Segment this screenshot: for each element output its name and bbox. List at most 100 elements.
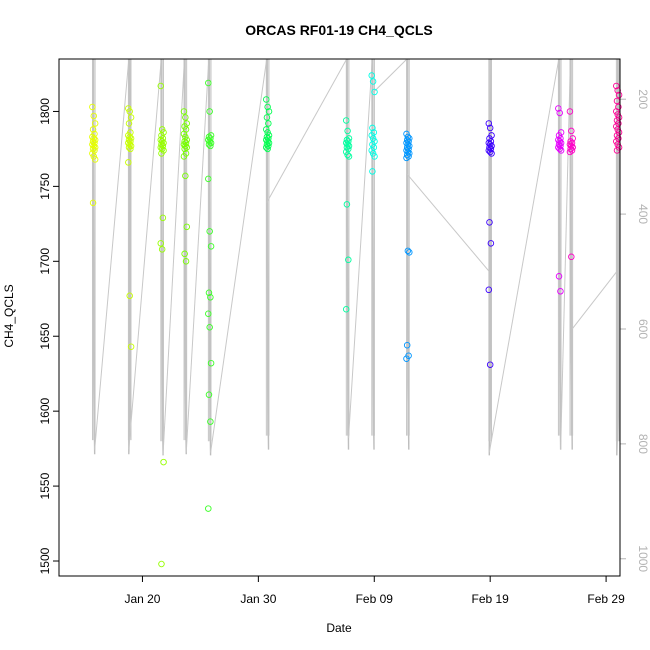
- data-point-RF02: [125, 120, 133, 127]
- pressure-connector: [571, 271, 618, 330]
- data-point-RF07: [343, 201, 351, 208]
- data-point-RF05: [206, 323, 213, 331]
- data-point-RF04: [182, 133, 189, 141]
- y-tick-label: 1500: [38, 547, 52, 574]
- data-point-RF10: [486, 148, 494, 156]
- data-point-RF06: [263, 133, 271, 141]
- data-point-RF06: [265, 108, 273, 115]
- data-point-RF04: [182, 142, 189, 150]
- y-tick-label: 1550: [38, 472, 52, 499]
- chart-title: ORCAS RF01-19 CH4_QCLS: [245, 22, 433, 38]
- data-point-RF07: [342, 306, 350, 313]
- data-point-RF07: [342, 148, 350, 156]
- data-point-RF02: [126, 292, 133, 300]
- data-point-RF13: [615, 91, 623, 99]
- right-tick-label: 400: [636, 204, 650, 224]
- x-tick-label: Feb 29: [587, 592, 625, 606]
- data-point-RF12: [566, 108, 574, 115]
- data-point-RF03: [160, 458, 167, 466]
- data-point-RF13: [613, 123, 620, 130]
- data-point-RF05: [205, 175, 212, 183]
- data-points-layer: [89, 72, 623, 568]
- data-point-RF11: [555, 273, 563, 280]
- data-point-RF05: [206, 108, 213, 115]
- data-point-RF06: [265, 120, 272, 127]
- pressure-connector: [560, 58, 571, 450]
- data-point-RF01: [91, 120, 99, 127]
- data-point-RF13: [613, 108, 620, 115]
- pressure-connector: [162, 58, 185, 455]
- data-point-RF10: [486, 135, 493, 142]
- right-tick-label: 800: [636, 434, 650, 454]
- data-point-RF08: [371, 88, 378, 96]
- data-point-RF07: [343, 144, 351, 151]
- data-point-RF09: [403, 154, 410, 162]
- data-point-RF08: [371, 153, 378, 160]
- data-point-RF01: [91, 156, 99, 163]
- data-point-RF08: [368, 132, 375, 139]
- pressure-connector: [371, 58, 408, 94]
- data-point-RF11: [555, 132, 563, 139]
- data-point-RF03: [158, 560, 165, 568]
- data-point-RF04: [181, 250, 188, 258]
- data-point-RF03: [159, 214, 167, 222]
- data-point-RF10: [485, 120, 493, 127]
- data-point-RF09: [404, 141, 412, 148]
- x-tick-label: Feb 19: [472, 592, 510, 606]
- pressure-connector: [185, 58, 210, 453]
- data-point-RF08: [368, 72, 375, 79]
- data-point-RF09: [403, 355, 410, 362]
- data-point-RF05: [206, 138, 213, 145]
- pressure-connector: [348, 58, 373, 439]
- data-point-RF08: [369, 135, 377, 142]
- data-point-RF07: [342, 117, 350, 124]
- data-point-RF04: [183, 223, 190, 231]
- data-point-RF07: [345, 256, 352, 264]
- pressure-connector: [266, 58, 348, 203]
- data-point-RF03: [157, 240, 165, 247]
- data-point-RF04: [181, 138, 188, 145]
- data-point-RF05: [205, 133, 213, 141]
- data-point-RF11: [556, 145, 563, 153]
- data-point-RF10: [486, 144, 493, 151]
- data-point-RF08: [369, 141, 376, 148]
- data-point-RF08: [369, 168, 376, 175]
- data-point-RF02: [126, 108, 133, 115]
- data-point-RF03: [158, 132, 165, 139]
- data-point-RF09: [403, 151, 411, 159]
- data-point-RF09: [403, 341, 411, 349]
- data-point-RF12: [568, 142, 575, 150]
- data-point-RF11: [555, 141, 563, 148]
- right-tick-label: 200: [636, 89, 650, 109]
- data-point-RF05: [205, 310, 212, 318]
- data-point-RF04: [180, 108, 188, 115]
- data-point-RF08: [369, 78, 377, 85]
- data-point-RF11: [555, 105, 562, 112]
- pressure-trace-layer: [91, 58, 620, 456]
- data-point-RF09: [403, 130, 410, 138]
- data-point-RF09: [404, 247, 412, 255]
- data-point-RF05: [207, 243, 215, 250]
- data-point-RF09: [404, 148, 412, 156]
- pressure-connector: [94, 58, 130, 450]
- data-point-RF02: [127, 145, 134, 153]
- data-point-RF06: [263, 141, 271, 148]
- data-point-RF11: [556, 138, 563, 145]
- data-point-RF02: [126, 133, 133, 141]
- data-point-RF03: [158, 141, 165, 148]
- data-point-RF10: [488, 150, 495, 157]
- data-point-RF03: [158, 126, 166, 133]
- data-point-RF05: [205, 79, 212, 87]
- data-point-RF01: [90, 153, 98, 160]
- data-point-RF02: [127, 343, 135, 350]
- data-point-RF12: [568, 253, 575, 261]
- data-point-RF06: [262, 144, 270, 151]
- y-tick-label: 1750: [38, 173, 52, 200]
- y-tick-label: 1600: [38, 397, 52, 424]
- data-point-RF09: [403, 136, 411, 144]
- pressure-connector: [128, 58, 162, 450]
- data-point-RF11: [557, 288, 564, 295]
- data-point-RF08: [368, 147, 375, 154]
- data-point-RF07: [345, 153, 353, 160]
